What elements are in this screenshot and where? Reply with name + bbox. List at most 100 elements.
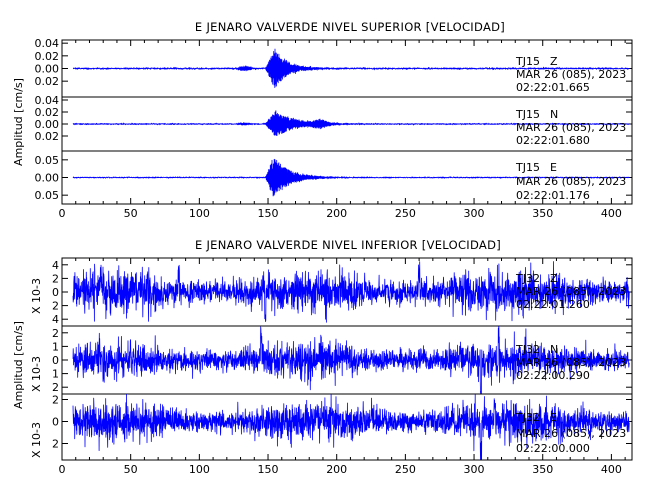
station-label-tj15-e: TJ15 E (515, 161, 557, 174)
x-tick-label-c0-150: 150 (258, 207, 279, 220)
station-label-tj32-e: TJ32 E (515, 411, 557, 424)
y-tick-label-1-1-3: 1 (52, 340, 59, 353)
trace-tj32-n (72, 326, 630, 394)
scale-label-tj32-n: X 10-3 (30, 356, 43, 392)
date-label-tj32-e: MAR 26 (085), 2023 (516, 427, 626, 440)
y-axis-label-lower: Amplitud [cm/s] (12, 321, 25, 409)
y-tick-label-1-2-2: 2 (52, 394, 59, 407)
time-label-tj15-n: 02:22:01.680 (516, 134, 590, 147)
y-ticks-tj32-e: 2 0 2 (52, 394, 632, 451)
y-ticks-tj15-n: 0.020.000.020.04 (35, 94, 632, 143)
y-tick-label-0-0-3: 0.04 (35, 37, 60, 50)
station-label-tj15-z: TJ15 Z (515, 55, 558, 68)
time-label-tj15-e: 02:22:01.176 (516, 189, 590, 202)
station-code-tj15-n: TJ15 (515, 108, 540, 121)
trace-tj32-z (72, 261, 630, 323)
station-label-tj15-n: TJ15 N (515, 108, 558, 121)
x-tick-label-c1-50: 50 (124, 463, 138, 476)
x-tick-label-c1-300: 300 (464, 463, 485, 476)
date-label-tj15-e: MAR 26 (085), 2023 (516, 175, 626, 188)
scale-label-tj32-z: X 10-3 (30, 278, 43, 314)
x-tick-label-c0-300: 300 (464, 207, 485, 220)
y-tick-label-0-1-0: 0.02 (35, 130, 60, 143)
y-tick-label-1-0-0: 4 (52, 313, 59, 326)
x-tick-label-c1-150: 150 (258, 463, 279, 476)
y-tick-label-0-1-2: 0.02 (35, 106, 60, 119)
y-tick-label-0-1-3: 0.04 (35, 94, 60, 107)
x-tick-label-c0-50: 50 (124, 207, 138, 220)
x-tick-label-c1-350: 350 (532, 463, 553, 476)
scale-label-tj32-e: X 10-3 (30, 422, 43, 458)
channel-code-tj32-z: Z (550, 272, 558, 285)
x-axis-upper: 0 50 100 150 200 250 300 350 400 (59, 40, 626, 220)
station-code-tj32-z: TJ32 (515, 272, 540, 285)
x-tick-label-c1-400: 400 (601, 463, 622, 476)
time-label-tj32-n: 02:22:00.290 (516, 369, 590, 382)
channel-code-tj15-z: Z (550, 55, 558, 68)
y-tick-label-0-2-2: 0.05 (35, 154, 60, 167)
y-tick-label-0-1-1: 0.00 (35, 118, 60, 131)
trace-tj15-n (72, 110, 630, 136)
x-tick-label-c0-0: 0 (59, 207, 66, 220)
y-ticks-tj15-z: 0.020.000.020.04 (35, 37, 632, 88)
y-tick-label-1-0-1: 2 (52, 300, 59, 313)
x-tick-label-c0-100: 100 (189, 207, 210, 220)
time-label-tj15-z: 02:22:01.665 (516, 81, 590, 94)
panel-tj15-z: 0.020.000.020.04 TJ15 Z MAR 26 (085), 202… (35, 37, 633, 98)
station-code-tj15-e: TJ15 (515, 161, 540, 174)
station-label-tj32-n: TJ32 N (515, 343, 558, 356)
panel-tj15-n: 0.020.000.020.04 TJ15 N MAR 26 (085), 202… (35, 94, 633, 152)
channel-code-tj32-n: N (550, 343, 558, 356)
panel-tj32-e: 2 0 2 TJ32 E MAR 26 (085), 2023 02:22:00.00… (52, 393, 633, 461)
x-tick-label-c1-250: 250 (395, 463, 416, 476)
date-label-tj15-n: MAR 26 (085), 2023 (516, 121, 626, 134)
x-tick-label-c0-400: 400 (601, 207, 622, 220)
y-tick-label-1-1-1: 1 (52, 368, 59, 381)
station-code-tj32-n: TJ32 (515, 343, 540, 356)
y-tick-label-1-0-4: 4 (52, 259, 59, 272)
date-label-tj32-z: MAR 26 (085), 2023 (516, 285, 626, 298)
channel-code-tj32-e: E (550, 411, 557, 424)
y-tick-label-1-1-0: 2 (52, 381, 59, 394)
y-ticks-tj15-e: 0.05 0.00 0.05 (35, 154, 632, 202)
y-tick-label-1-1-4: 2 (52, 327, 59, 340)
y-tick-label-1-2-1: 0 (52, 416, 59, 429)
trace-tj15-z (72, 48, 630, 88)
trace-tj15-e (72, 158, 630, 197)
station-code-tj15-z: TJ15 (515, 55, 540, 68)
x-tick-label-c0-200: 200 (326, 207, 347, 220)
x-tick-label-c0-350: 350 (532, 207, 553, 220)
time-label-tj32-e: 02:22:00.000 (516, 442, 590, 455)
panel-tj15-e: 0.05 0.00 0.05 TJ15 E MAR 26 (085), 2023 02… (35, 150, 633, 205)
channel-code-tj15-e: E (550, 161, 557, 174)
x-tick-label-c1-200: 200 (326, 463, 347, 476)
y-tick-label-1-0-2: 0 (52, 286, 59, 299)
channel-code-tj15-n: N (550, 108, 558, 121)
x-tick-label-c1-100: 100 (189, 463, 210, 476)
y-tick-label-1-1-2: 0 (52, 354, 59, 367)
panel-frame-tj32-e (61, 393, 633, 461)
x-tick-label-c0-250: 250 (395, 207, 416, 220)
chart-title-lower: E JENARO VALVERDE NIVEL INFERIOR [VELOCI… (195, 238, 501, 252)
y-tick-label-1-0-3: 2 (52, 272, 59, 285)
y-tick-label-0-2-0: 0.05 (35, 189, 60, 202)
trace-tj32-e (72, 394, 630, 460)
date-label-tj15-z: MAR 26 (085), 2023 (516, 68, 626, 81)
y-tick-label-1-2-0: 2 (52, 438, 59, 451)
chart-title-upper: E JENARO VALVERDE NIVEL SUPERIOR [VELOCI… (195, 20, 505, 34)
x-axis-lower: 0 50 100 150 200 250 300 350 400 (59, 258, 626, 476)
station-label-tj32-z: TJ32 Z (515, 272, 558, 285)
y-tick-label-0-0-1: 0.00 (35, 63, 60, 76)
x-tick-label-c1-0: 0 (59, 463, 66, 476)
time-label-tj32-z: 02:22:01.260 (516, 298, 590, 311)
y-tick-label-0-0-0: 0.02 (35, 75, 60, 88)
y-tick-label-0-0-2: 0.02 (35, 50, 60, 63)
y-tick-label-0-2-1: 0.00 (35, 172, 60, 185)
y-axis-label-upper: Amplitud [cm/s] (12, 78, 25, 166)
date-label-tj32-n: MAR 26 (085), 2023 (516, 356, 626, 369)
